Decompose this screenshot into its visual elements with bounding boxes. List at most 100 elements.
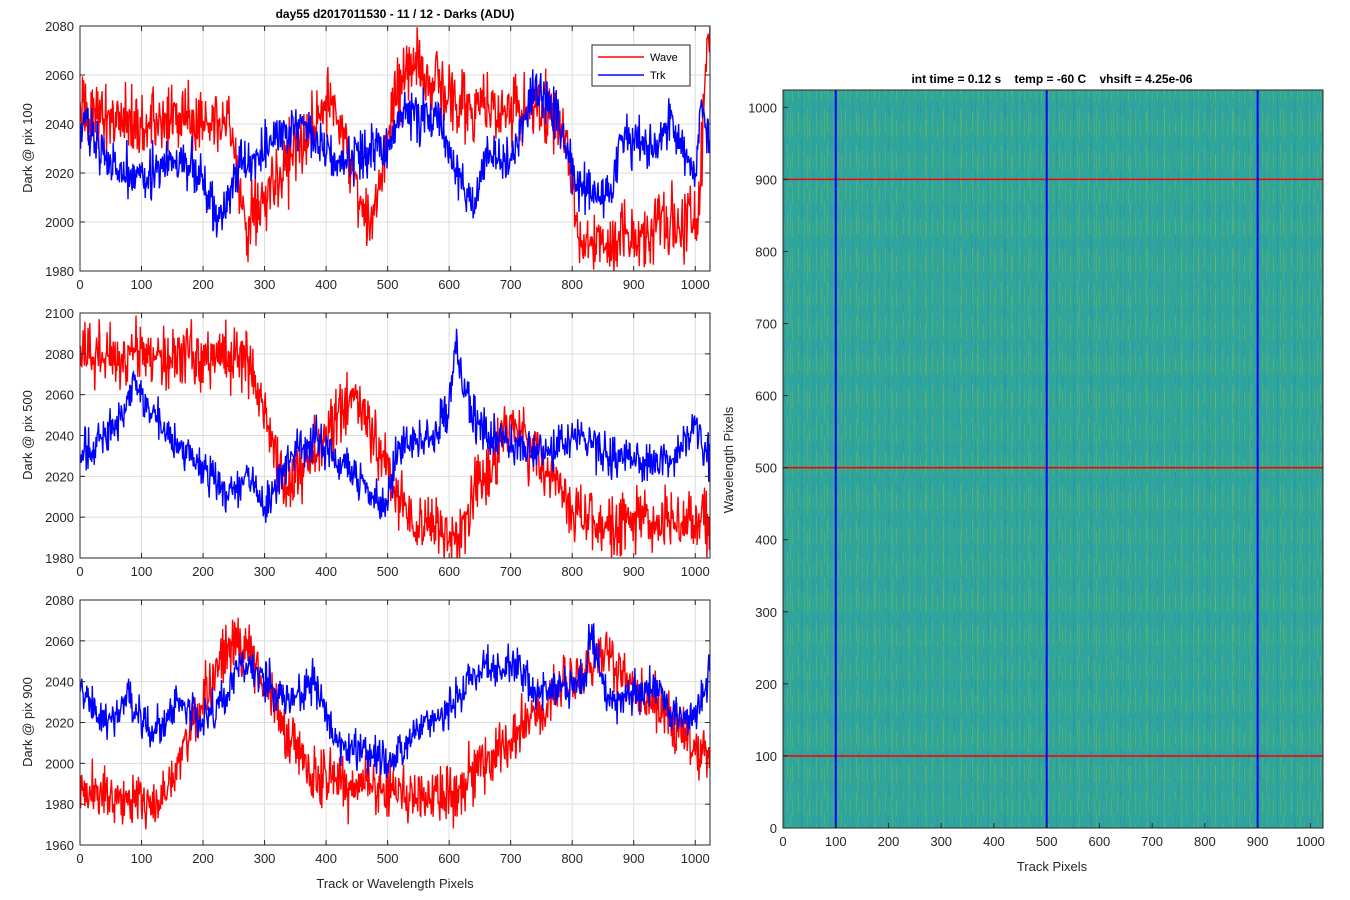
- series-trk-pix-100: [80, 69, 710, 238]
- tick-label-y: 400: [755, 533, 777, 548]
- tick-label-x: 900: [623, 851, 645, 866]
- legend: Wave Trk: [591, 44, 691, 87]
- tick-label-x: 500: [377, 851, 399, 866]
- tick-label-x: 700: [500, 564, 522, 579]
- tick-label-x: 600: [1089, 834, 1111, 849]
- panel-pix-900: 0 100 200 300 400 500 600 700 800 900 1000 1960 1980…: [20, 593, 711, 891]
- tick-label-y: 2100: [45, 306, 74, 321]
- right-title: int time = 0.12 s temp = -60 C vhsift = …: [911, 72, 1192, 86]
- tick-label-x: 1000: [681, 277, 710, 292]
- legend-label-trk: Trk: [650, 70, 666, 82]
- tick-label-x: 700: [1141, 834, 1163, 849]
- tick-label-y: 2080: [45, 347, 74, 362]
- tick-label-x: 500: [377, 564, 399, 579]
- tick-label-y: 700: [755, 317, 777, 332]
- tick-label-y: 300: [755, 605, 777, 620]
- series-wave-pix-500: [80, 315, 710, 558]
- ticks-pix-500: 0 100 200 300 400 500 600 700 800 900 1000 1980 2000…: [45, 306, 710, 579]
- tick-label-y: 2040: [45, 429, 74, 444]
- ylabel-pix-500: Dark @ pix 500: [20, 390, 35, 480]
- tick-label-y: 2020: [45, 469, 74, 484]
- heatmap-marker-lines: [783, 90, 1323, 828]
- tick-label-x: 600: [438, 851, 460, 866]
- ylabel-heatmap: Wavelength Pixels: [721, 406, 736, 513]
- heatmap-panel: int time = 0.12 s temp = -60 C vhsift = …: [721, 72, 1325, 874]
- tick-label-x: 300: [254, 851, 276, 866]
- tick-label-x: 400: [983, 834, 1005, 849]
- series-trk-pix-900: [80, 623, 710, 779]
- tick-label-y: 2080: [45, 593, 74, 608]
- tick-label-x: 0: [76, 277, 83, 292]
- tick-label-x: 800: [1194, 834, 1216, 849]
- grid-pix-900: [79, 599, 710, 846]
- tick-label-x: 500: [377, 277, 399, 292]
- tick-label-x: 400: [315, 851, 337, 866]
- tick-label-x: 400: [315, 564, 337, 579]
- tick-label-x: 400: [315, 277, 337, 292]
- tick-label-x: 100: [825, 834, 847, 849]
- tick-label-x: 800: [561, 564, 583, 579]
- tick-label-y: 1000: [748, 100, 777, 115]
- tick-label-x: 1000: [1296, 834, 1325, 849]
- series-trk-pix-500: [80, 328, 710, 523]
- tick-label-x: 900: [623, 277, 645, 292]
- tick-label-y: 2000: [45, 756, 74, 771]
- tick-label-x: 0: [76, 564, 83, 579]
- tick-label-x: 900: [623, 564, 645, 579]
- tick-label-y: 2040: [45, 675, 74, 690]
- tick-label-x: 200: [192, 277, 214, 292]
- tick-label-x: 300: [254, 564, 276, 579]
- tick-label-x: 700: [500, 277, 522, 292]
- tick-label-y: 0: [770, 821, 777, 836]
- left-title: day55 d2017011530 - 11 / 12 - Darks (ADU…: [276, 7, 515, 21]
- tick-label-y: 2040: [45, 117, 74, 132]
- tick-label-x: 200: [878, 834, 900, 849]
- ticks-heatmap: 0 100 200 300 400 500 600 700 800 900 1000 0 100 200 3…: [748, 100, 1325, 849]
- panel-pix-100: 0 100 200 300 400 500 600 700 800 900 1000 1980 2000…: [20, 19, 711, 292]
- tick-label-y: 1980: [45, 797, 74, 812]
- series-wave-pix-100: [80, 26, 710, 271]
- tick-label-x: 500: [1036, 834, 1058, 849]
- tick-label-x: 600: [438, 564, 460, 579]
- tick-label-x: 200: [192, 851, 214, 866]
- ticks-pix-900: 0 100 200 300 400 500 600 700 800 900 1000 1960 1980…: [45, 593, 710, 866]
- tick-label-y: 1960: [45, 838, 74, 853]
- tick-label-x: 0: [779, 834, 786, 849]
- tick-label-y: 2080: [45, 19, 74, 34]
- tick-label-x: 600: [438, 277, 460, 292]
- tick-label-y: 1980: [45, 551, 74, 566]
- tick-label-y: 200: [755, 677, 777, 692]
- tick-label-y: 2000: [45, 215, 74, 230]
- tick-label-y: 100: [755, 749, 777, 764]
- tick-label-x: 100: [131, 564, 153, 579]
- tick-label-y: 900: [755, 172, 777, 187]
- tick-label-y: 2060: [45, 68, 74, 83]
- tick-label-x: 900: [1247, 834, 1269, 849]
- tick-label-x: 0: [76, 851, 83, 866]
- tick-label-x: 800: [561, 277, 583, 292]
- legend-label-wave: Wave: [650, 52, 678, 64]
- tick-label-x: 1000: [681, 564, 710, 579]
- ylabel-pix-100: Dark @ pix 100: [20, 103, 35, 193]
- tick-label-x: 300: [930, 834, 952, 849]
- tick-label-y: 2020: [45, 716, 74, 731]
- tick-label-x: 1000: [681, 851, 710, 866]
- tick-label-x: 800: [561, 851, 583, 866]
- tick-label-y: 2060: [45, 388, 74, 403]
- ylabel-pix-900: Dark @ pix 900: [20, 677, 35, 767]
- tick-label-x: 100: [131, 277, 153, 292]
- panel-pix-500: 0 100 200 300 400 500 600 700 800 900 1000 1980 2000…: [20, 306, 711, 579]
- ticks-pix-100: 0 100 200 300 400 500 600 700 800 900 1000 1980 2000…: [45, 19, 710, 292]
- tick-label-y: 2020: [45, 166, 74, 181]
- tick-label-x: 300: [254, 277, 276, 292]
- tick-label-x: 100: [131, 851, 153, 866]
- tick-label-y: 1980: [45, 264, 74, 279]
- tick-label-y: 500: [755, 461, 777, 476]
- tick-label-y: 2060: [45, 634, 74, 649]
- xlabel-heatmap: Track Pixels: [1017, 859, 1088, 874]
- xlabel-left: Track or Wavelength Pixels: [316, 876, 474, 891]
- tick-label-y: 2000: [45, 510, 74, 525]
- tick-label-y: 600: [755, 389, 777, 404]
- tick-label-y: 800: [755, 244, 777, 259]
